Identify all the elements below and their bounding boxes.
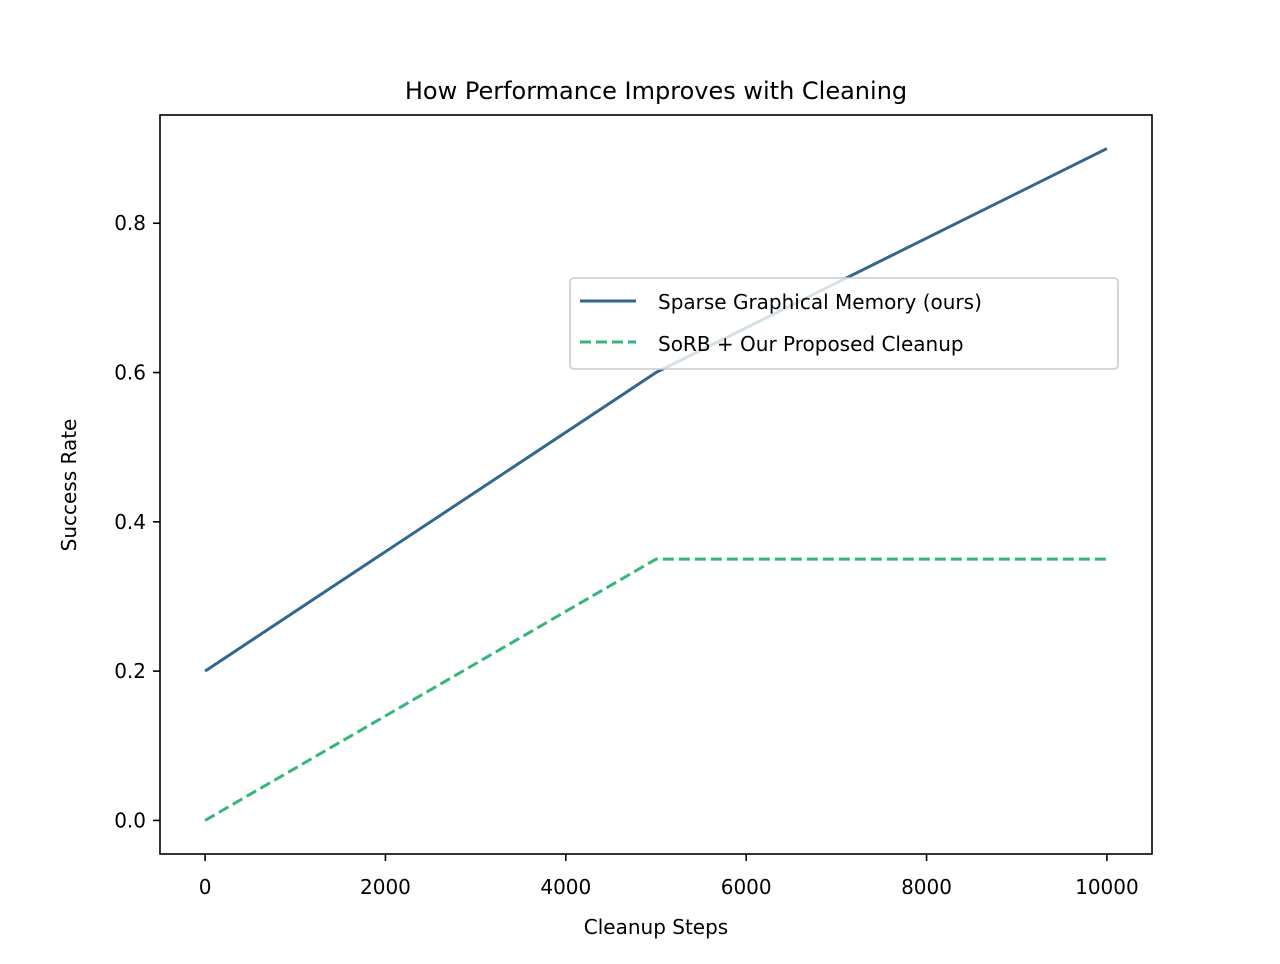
series-line-0 [204, 147, 1108, 673]
x-axis-label: Cleanup Steps [584, 915, 728, 939]
x-tick-label: 10000 [1075, 875, 1139, 899]
legend: Sparse Graphical Memory (ours) SoRB + Ou… [569, 277, 1119, 370]
y-axis-label: Success Rate [57, 419, 81, 552]
series-layer [204, 147, 1108, 822]
x-tick-label: 0 [199, 875, 212, 899]
y-tick-label: 0.8 [114, 211, 146, 235]
x-tick-label: 4000 [540, 875, 591, 899]
series-line-1 [204, 557, 1107, 822]
y-tick-label: 0.6 [114, 361, 146, 385]
legend-label-sorb: SoRB + Our Proposed Cleanup [658, 332, 964, 356]
y-tick-label: 0.0 [114, 808, 146, 832]
x-tick-label: 8000 [901, 875, 952, 899]
legend-box [569, 277, 1119, 370]
y-tick-label: 0.4 [114, 510, 146, 534]
legend-label-sgm: Sparse Graphical Memory (ours) [658, 290, 982, 314]
y-axis-ticks: 0.0 0.2 0.4 0.6 0.8 [114, 211, 160, 832]
plot-frame [159, 114, 1153, 855]
x-tick-label: 2000 [360, 875, 411, 899]
x-tick-label: 6000 [721, 875, 772, 899]
x-axis-ticks: 0 2000 4000 6000 8000 10000 [199, 854, 1139, 899]
chart-title: How Performance Improves with Cleaning [405, 77, 907, 105]
y-tick-label: 0.2 [114, 659, 146, 683]
